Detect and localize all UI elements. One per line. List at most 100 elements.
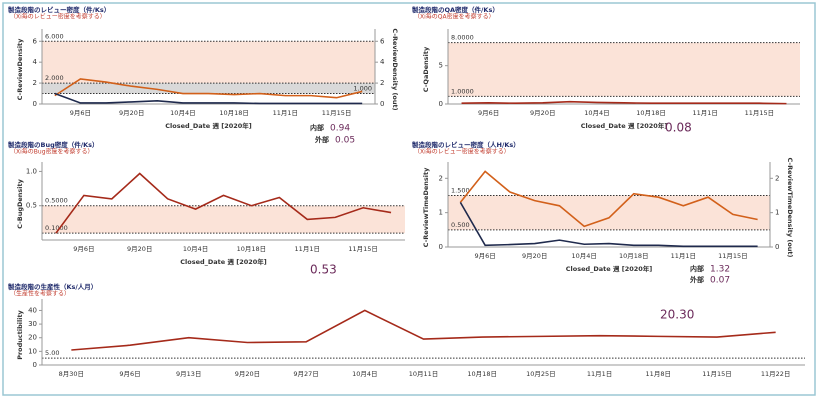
x-tick-label: 10月18日 xyxy=(619,252,649,260)
y-tick-label: 1 xyxy=(439,209,443,217)
y2-axis-label: C-ReviewTimeDensity (out) xyxy=(786,157,794,257)
y2-tick-label: 6 xyxy=(380,37,385,45)
y2-tick-label: 0 xyxy=(380,100,384,108)
chart-title: 製造段階のQA密度（件/Ks） xyxy=(411,5,499,14)
x-tick-label: 11月8日 xyxy=(646,370,671,378)
x-tick-label: 11月15日 xyxy=(322,109,352,117)
chart-title: 製造段階のレビュー密度（件/Ks） xyxy=(7,5,110,14)
y-tick-label: 2 xyxy=(33,79,37,87)
y-tick-label: 0 xyxy=(33,100,37,108)
ref-label: 2.000 xyxy=(45,74,64,82)
y-tick-label: 30 xyxy=(28,320,37,328)
ref-label: 1.500 xyxy=(451,186,470,194)
ref-label: 6.000 xyxy=(45,32,64,40)
x-tick-label: 10月25日 xyxy=(526,370,556,378)
y2-tick-label: 1 xyxy=(775,209,779,217)
y-tick-label: 5 xyxy=(439,62,443,70)
ref-label: 1.000 xyxy=(353,85,372,93)
chart-title: 製造段階の生産性（Ks/人月） xyxy=(7,282,97,291)
x-tick-label: 9月20日 xyxy=(235,370,260,378)
x-axis-label: Closed_Date 週 [2020年] xyxy=(165,121,252,130)
ref-label: 1.0000 xyxy=(451,87,474,95)
y-tick-label: 6 xyxy=(33,37,38,45)
series-line xyxy=(459,201,758,248)
y2-tick-label: 2 xyxy=(775,174,779,182)
chart-subtitle: （生産性を考察する） xyxy=(10,290,70,298)
series-line xyxy=(71,309,776,351)
x-tick-label: 10月4日 xyxy=(584,109,609,117)
y-axis-label: C-ReviewTimeDensity xyxy=(422,167,430,247)
x-tick-label: 9月20日 xyxy=(530,109,555,117)
series-line xyxy=(461,100,787,105)
ref-label: 5.00 xyxy=(45,349,59,357)
x-axis-label: Closed_Date 週 [2020年] xyxy=(566,264,653,273)
x-tick-label: 9月20日 xyxy=(522,252,547,260)
x-tick-label: 10月4日 xyxy=(170,109,195,117)
annotation-value: 0.53 xyxy=(310,263,337,277)
ref-label: 8.0000 xyxy=(451,34,474,42)
annotation-value: 0.94 xyxy=(330,124,350,134)
series-line xyxy=(459,170,758,228)
x-tick-label: 11月15日 xyxy=(348,245,378,253)
y-axis-label: Productibility xyxy=(16,309,24,359)
x-tick-label: 11月1日 xyxy=(693,109,718,117)
x-tick-label: 10月18日 xyxy=(219,109,249,117)
y2-tick-label: 0 xyxy=(775,243,779,251)
x-tick-label: 9月27日 xyxy=(293,370,318,378)
series-line xyxy=(54,78,363,99)
x-tick-label: 10月4日 xyxy=(183,245,208,253)
x-tick-label: 11月1日 xyxy=(273,109,298,117)
x-tick-label: 9月6日 xyxy=(70,109,91,117)
x-tick-label: 10月4日 xyxy=(352,370,377,378)
chart-title: 製造段階のBug密度（件/Ks） xyxy=(7,140,99,149)
y-tick-label: 0 xyxy=(439,243,443,251)
y2-tick-label: 2 xyxy=(380,79,384,87)
x-tick-label: 8月30日 xyxy=(59,370,84,378)
x-tick-label: 9月20日 xyxy=(127,245,152,253)
chart-subtitle: （Xi毎のレビュー密度を考察する） xyxy=(10,13,106,21)
x-tick-label: 9月6日 xyxy=(119,370,140,378)
ref-band xyxy=(42,41,375,84)
x-tick-label: 10月11日 xyxy=(409,370,439,378)
x-tick-label: 10月18日 xyxy=(467,370,497,378)
annotation-label: 内部 xyxy=(310,123,324,132)
annotation-label: 外部 xyxy=(690,275,704,284)
y-tick-label: 10 xyxy=(28,347,37,355)
annotation-value: 0.05 xyxy=(335,136,355,146)
chart-subtitle: （Xi毎のQA密度を考察する） xyxy=(414,13,495,21)
x-tick-label: 9月6日 xyxy=(73,245,94,253)
ref-label: 0.5000 xyxy=(45,197,68,205)
ref-label: 0.500 xyxy=(451,221,470,229)
x-tick-label: 11月15日 xyxy=(745,109,775,117)
annotation-value: 20.30 xyxy=(660,308,694,322)
chart-subtitle: （Xi毎のBug密度を考察する） xyxy=(10,148,94,156)
series-line xyxy=(55,172,392,234)
x-tick-label: 10月18日 xyxy=(636,109,666,117)
annotation-label: 内部 xyxy=(690,264,704,273)
y-tick-label: 2 xyxy=(439,174,443,182)
y-tick-label: 4 xyxy=(33,58,38,66)
y-tick-label: 20 xyxy=(28,334,37,342)
ref-label: 0.1000 xyxy=(45,224,68,232)
y-tick-label: 40 xyxy=(28,306,37,314)
x-tick-label: 9月6日 xyxy=(475,252,496,260)
x-tick-label: 9月20日 xyxy=(119,109,144,117)
y-axis-label: C-QaDensity xyxy=(422,46,430,92)
x-tick-label: 11月15日 xyxy=(702,370,732,378)
x-axis-label: Closed_Date 週 [2020年] xyxy=(180,257,267,266)
x-tick-label: 11月15日 xyxy=(718,252,748,260)
y2-tick-label: 4 xyxy=(380,58,385,66)
y-tick-label: 0 xyxy=(33,361,37,369)
y-tick-label: 0 xyxy=(439,100,443,108)
y-axis-label: C-ReviewDensity xyxy=(16,38,24,101)
x-tick-label: 11月22日 xyxy=(761,370,791,378)
ref-band xyxy=(42,205,405,234)
y-tick-label: 0.5 xyxy=(26,202,37,210)
ref-band xyxy=(448,42,800,97)
chart-subtitle: （Xi毎のレビュー密度を考察する） xyxy=(414,148,510,156)
series-line xyxy=(54,92,363,105)
x-tick-label: 9月6日 xyxy=(478,109,499,117)
y2-axis-label: C-ReviewDensity (out) xyxy=(391,28,399,110)
x-axis-label: Closed_Date 週 [2020年] xyxy=(581,121,668,130)
